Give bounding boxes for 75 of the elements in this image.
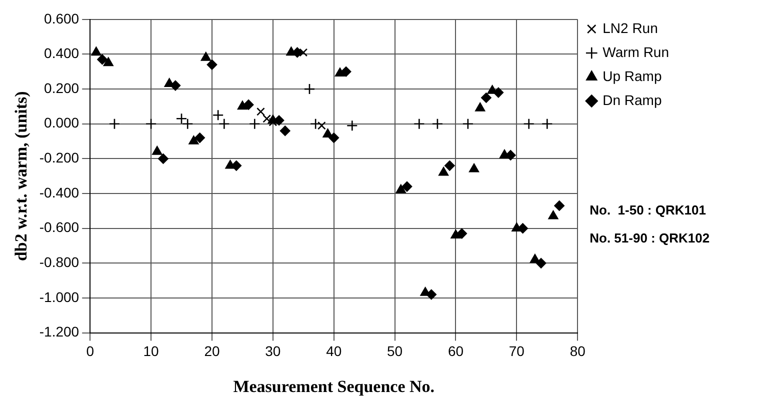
point	[414, 118, 425, 130]
point	[262, 114, 272, 123]
point	[243, 100, 254, 110]
point	[194, 132, 205, 143]
point	[212, 110, 224, 121]
point	[225, 160, 236, 169]
x-tick-label: 0	[86, 343, 94, 360]
x-tick-label: 80	[570, 343, 586, 360]
point	[396, 184, 406, 194]
point	[334, 68, 345, 77]
point	[200, 52, 211, 61]
point	[512, 222, 522, 232]
x-tick-label: 20	[204, 343, 220, 360]
legend-label: Dn Ramp	[602, 92, 662, 108]
point	[97, 54, 108, 65]
y-tick-label: -0.200	[39, 150, 80, 166]
point	[206, 60, 218, 70]
point	[286, 46, 296, 56]
point	[304, 83, 316, 95]
y-tick-label: 0.000	[44, 114, 80, 131]
legend-label: Warm Run	[602, 44, 670, 60]
text: No. 1-50 : QRK101	[590, 202, 706, 218]
point	[481, 92, 492, 103]
legend-label: Up Ramp	[602, 68, 662, 84]
x-tick-label: 70	[508, 343, 525, 360]
point	[152, 146, 162, 155]
x-tick-label: 40	[326, 343, 342, 360]
x-tick-label: 10	[143, 343, 160, 360]
point	[340, 66, 352, 77]
point	[456, 228, 467, 239]
x-axis-title: Measurement Sequence No.	[233, 377, 435, 396]
point	[444, 160, 455, 171]
legend-label: LN2 Run	[602, 20, 658, 36]
x-tick-label: 50	[387, 343, 403, 360]
y-tick-label: 0.600	[44, 10, 80, 26]
point	[188, 136, 199, 144]
point	[475, 102, 486, 112]
point	[322, 128, 333, 138]
point	[469, 163, 480, 172]
point	[145, 118, 157, 130]
point	[530, 254, 540, 263]
point	[500, 150, 510, 158]
point	[91, 46, 102, 56]
y-tick-label: -0.800	[39, 254, 80, 270]
point	[346, 120, 358, 132]
y-tick-label: -1.200	[39, 324, 80, 340]
point	[103, 57, 114, 66]
text: No. 51-90 : QRK102	[590, 230, 710, 246]
point	[280, 126, 290, 136]
point	[438, 166, 449, 176]
y-tick-label: -0.600	[39, 219, 80, 236]
y-tick-label: -0.400	[39, 184, 80, 200]
point	[218, 118, 230, 130]
point	[268, 118, 278, 126]
point	[328, 132, 340, 143]
point	[237, 100, 248, 110]
point	[542, 118, 553, 130]
point	[158, 154, 168, 164]
point	[256, 107, 265, 116]
y-axis-title: db2 w.r.t. warm, (units)	[12, 91, 31, 262]
point	[248, 118, 260, 130]
point	[450, 230, 461, 238]
point	[432, 118, 444, 130]
point	[299, 48, 308, 57]
x-tick-label: 30	[265, 343, 281, 360]
point	[548, 210, 558, 220]
point	[402, 181, 412, 192]
y-tick-label: 0.400	[44, 45, 80, 62]
point	[523, 118, 535, 130]
x-tick-label: 60	[448, 343, 464, 360]
point	[554, 200, 564, 211]
point	[462, 118, 474, 130]
y-tick-label: -1.000	[39, 288, 80, 305]
point	[108, 118, 120, 130]
y-tick-label: 0.200	[44, 80, 80, 96]
